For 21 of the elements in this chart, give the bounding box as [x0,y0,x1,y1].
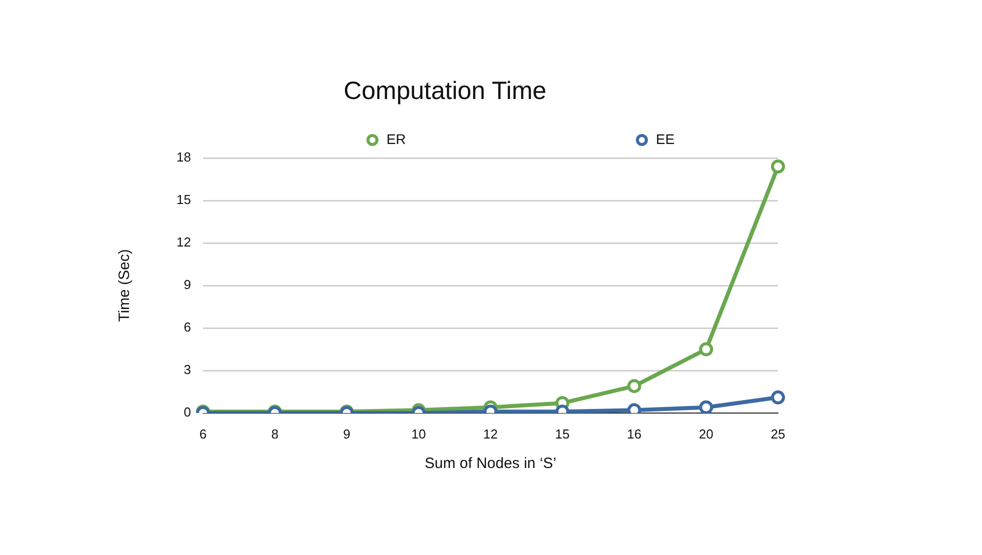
x-tick-label: 25 [770,426,786,442]
x-axis-title: Sum of Nodes in ‘S’ [424,455,556,472]
y-tick-label: 9 [184,277,191,292]
x-tick-label: 9 [343,426,350,442]
x-tick-label: 15 [555,426,570,442]
y-tick-label: 6 [184,320,191,335]
chart-title: Computation Time [344,76,546,105]
y-axis-title: Time (Sec) [116,249,134,322]
x-tick-label: 12 [483,426,498,442]
y-tick-label: 18 [176,150,191,165]
y-tick-label: 3 [184,362,191,378]
x-tick-label: 20 [698,426,714,442]
y-tick-label: 0 [184,404,191,420]
x-tick-label: 10 [411,426,426,442]
y-tick-label: 12 [176,234,191,250]
x-tick-label: 16 [627,426,642,442]
legend-label: EE [656,130,675,147]
y-tick-label: 15 [176,192,191,208]
x-tick-label: 6 [199,426,207,442]
legend-label: ER [386,130,406,147]
x-tick-label: 8 [271,426,278,442]
